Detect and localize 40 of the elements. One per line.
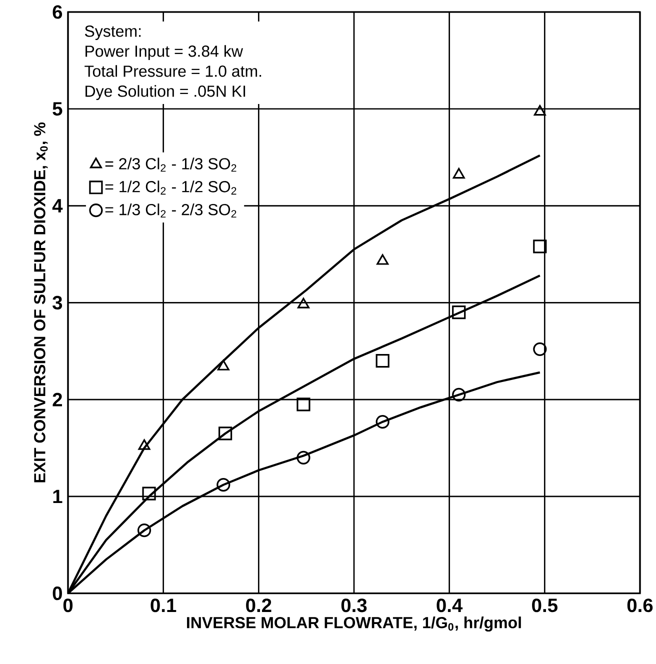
point [533, 342, 547, 356]
point [216, 478, 230, 492]
y-tick-label: 4 [52, 199, 63, 212]
annotation: Dye Solution = .05N KI [86, 85, 246, 100]
x-tick-label: 0.3 [341, 598, 367, 612]
point [376, 354, 390, 368]
point [376, 254, 389, 265]
y-axis-title: EXIT CONVERSION OF SULFUR DIOXIDE, x$_{0}$, % [34, 122, 48, 482]
point [296, 398, 310, 412]
annotation: Power Input = 3.84 kw [86, 45, 244, 60]
y-tick-label: 2 [52, 392, 62, 406]
point [296, 450, 310, 464]
legend-label: = 1/2 Cl$_{2}$ - 1/2 SO$_{2}$ [105, 180, 236, 195]
point [218, 426, 232, 440]
annotation: Total Pressure = 1.0 atm. [84, 65, 262, 77]
y-tick-label: 5 [52, 102, 62, 116]
point [452, 388, 466, 402]
y-tick-label: 1 [53, 490, 62, 504]
legend-label: = 2/3 Cl$_{2}$ - 1/3 SO$_{2}$ [105, 158, 236, 172]
x-tick-label: 0.2 [246, 598, 272, 612]
point [137, 524, 152, 538]
point [534, 105, 546, 116]
y-tick-label: 0 [52, 586, 62, 600]
x-tick-label: 0 [63, 598, 73, 612]
point [217, 360, 230, 370]
point [297, 298, 310, 308]
point [376, 415, 390, 429]
x-axis-title: INVERSE MOLAR FLOWRATE, 1/G$_{0}$, hr/gmol [187, 616, 521, 632]
annotation: System: [84, 26, 141, 40]
point [142, 486, 156, 500]
x-tick-label: 0.6 [627, 598, 653, 612]
x-tick-label: 0.5 [532, 598, 558, 612]
point [452, 306, 466, 320]
point [452, 168, 465, 179]
y-tick-label: 6 [52, 5, 62, 19]
point [533, 240, 547, 254]
x-tick-label: 0.4 [436, 598, 463, 612]
y-tick-label: 3 [52, 296, 62, 310]
legend-label: = 1/3 Cl$_{2}$ - 2/3 SO$_{2}$ [105, 204, 236, 218]
x-tick-label: 0.1 [150, 598, 176, 612]
